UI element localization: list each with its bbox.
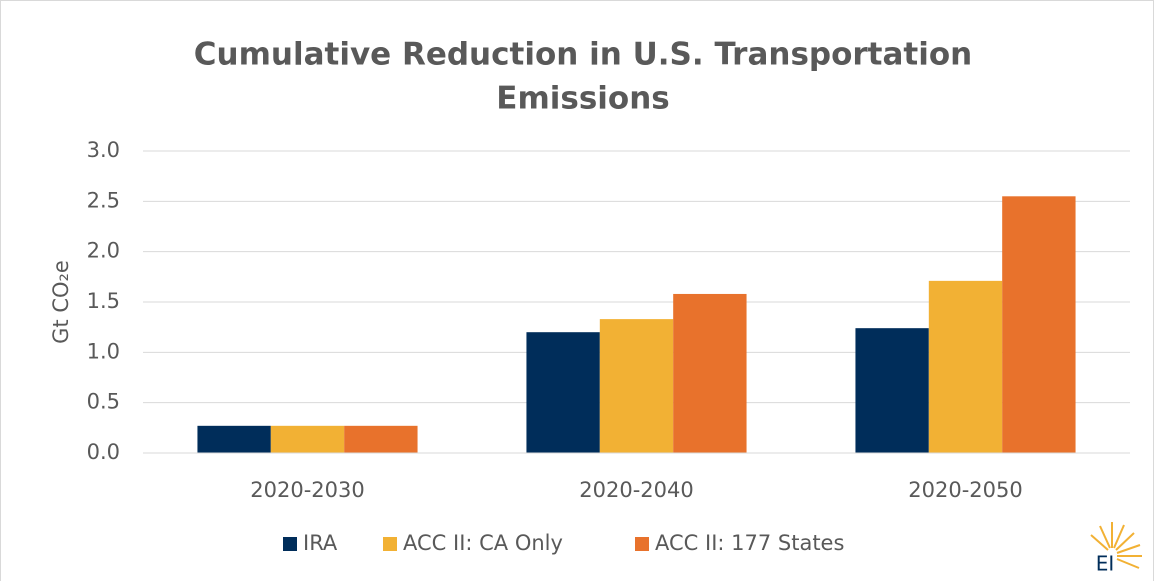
legend-label: ACC II: 177 States (655, 531, 844, 555)
logo: EI (1090, 522, 1142, 576)
x-tick-label: 2020-2040 (579, 478, 693, 502)
y-tick-label: 1.5 (87, 289, 120, 313)
y-tick-label: 2.0 (87, 239, 120, 263)
bar (1002, 196, 1076, 454)
logo-text: EI (1096, 552, 1115, 576)
bar (673, 293, 747, 453)
y-tick-label: 0.5 (87, 390, 120, 414)
y-tick-label: 3.0 (87, 138, 120, 162)
legend-swatch (283, 537, 297, 551)
x-tick-label: 2020-2050 (908, 478, 1022, 502)
legend-swatch (635, 537, 649, 551)
x-tick-label: 2020-2030 (250, 478, 364, 502)
bar (270, 425, 345, 453)
bar (928, 280, 1003, 453)
legend-label: IRA (303, 531, 338, 555)
bar (197, 425, 271, 453)
bar (526, 332, 600, 453)
bar (344, 425, 418, 453)
legend-swatch (383, 537, 397, 551)
bar (599, 319, 674, 453)
y-axis-label: Gt CO₂e (49, 260, 73, 344)
y-tick-label: 0.0 (87, 440, 120, 464)
legend-label: ACC II: CA Only (403, 531, 563, 555)
logo-rays (1090, 522, 1142, 569)
chart-title: Emissions (496, 81, 669, 117)
chart-title: Cumulative Reduction in U.S. Transportat… (194, 37, 972, 73)
y-tick-label: 1.0 (87, 339, 120, 363)
y-tick-label: 2.5 (87, 188, 120, 212)
bar (855, 328, 929, 453)
